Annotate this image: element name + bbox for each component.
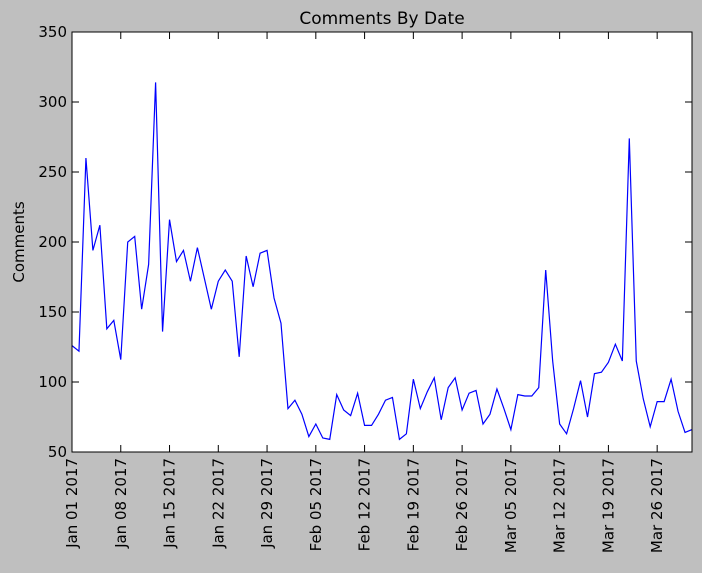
y-tick-label: 150	[38, 303, 67, 321]
x-tick-label: Mar 05 2017	[502, 458, 520, 553]
x-tick-label: Mar 26 2017	[648, 458, 666, 553]
y-tick-label: 300	[38, 93, 67, 111]
x-tick-label: Mar 12 2017	[551, 458, 569, 553]
y-tick-label: 100	[38, 373, 67, 391]
x-tick-label: Jan 15 2017	[161, 458, 179, 549]
x-tick-label: Jan 08 2017	[112, 458, 130, 549]
x-tick-label: Jan 29 2017	[258, 458, 276, 549]
x-tick-label: Feb 05 2017	[307, 458, 325, 551]
x-tick-label: Feb 19 2017	[404, 458, 422, 551]
x-tick-label: Jan 22 2017	[209, 458, 227, 549]
y-axis-label: Comments	[10, 201, 28, 282]
plot-area	[72, 32, 692, 452]
x-tick-label: Feb 26 2017	[453, 458, 471, 551]
chart-title: Comments By Date	[299, 9, 464, 29]
x-tick-label: Feb 12 2017	[356, 458, 374, 551]
data-line	[71, 82, 693, 441]
x-tick-label: Mar 19 2017	[599, 458, 617, 553]
y-tick-label: 50	[48, 443, 67, 461]
x-tick-label: Jan 01 2017	[63, 458, 81, 549]
y-tick-label: 350	[38, 23, 67, 41]
y-tick-label: 250	[38, 163, 67, 181]
y-tick-label: 200	[38, 233, 67, 251]
plot-frame	[71, 31, 693, 453]
